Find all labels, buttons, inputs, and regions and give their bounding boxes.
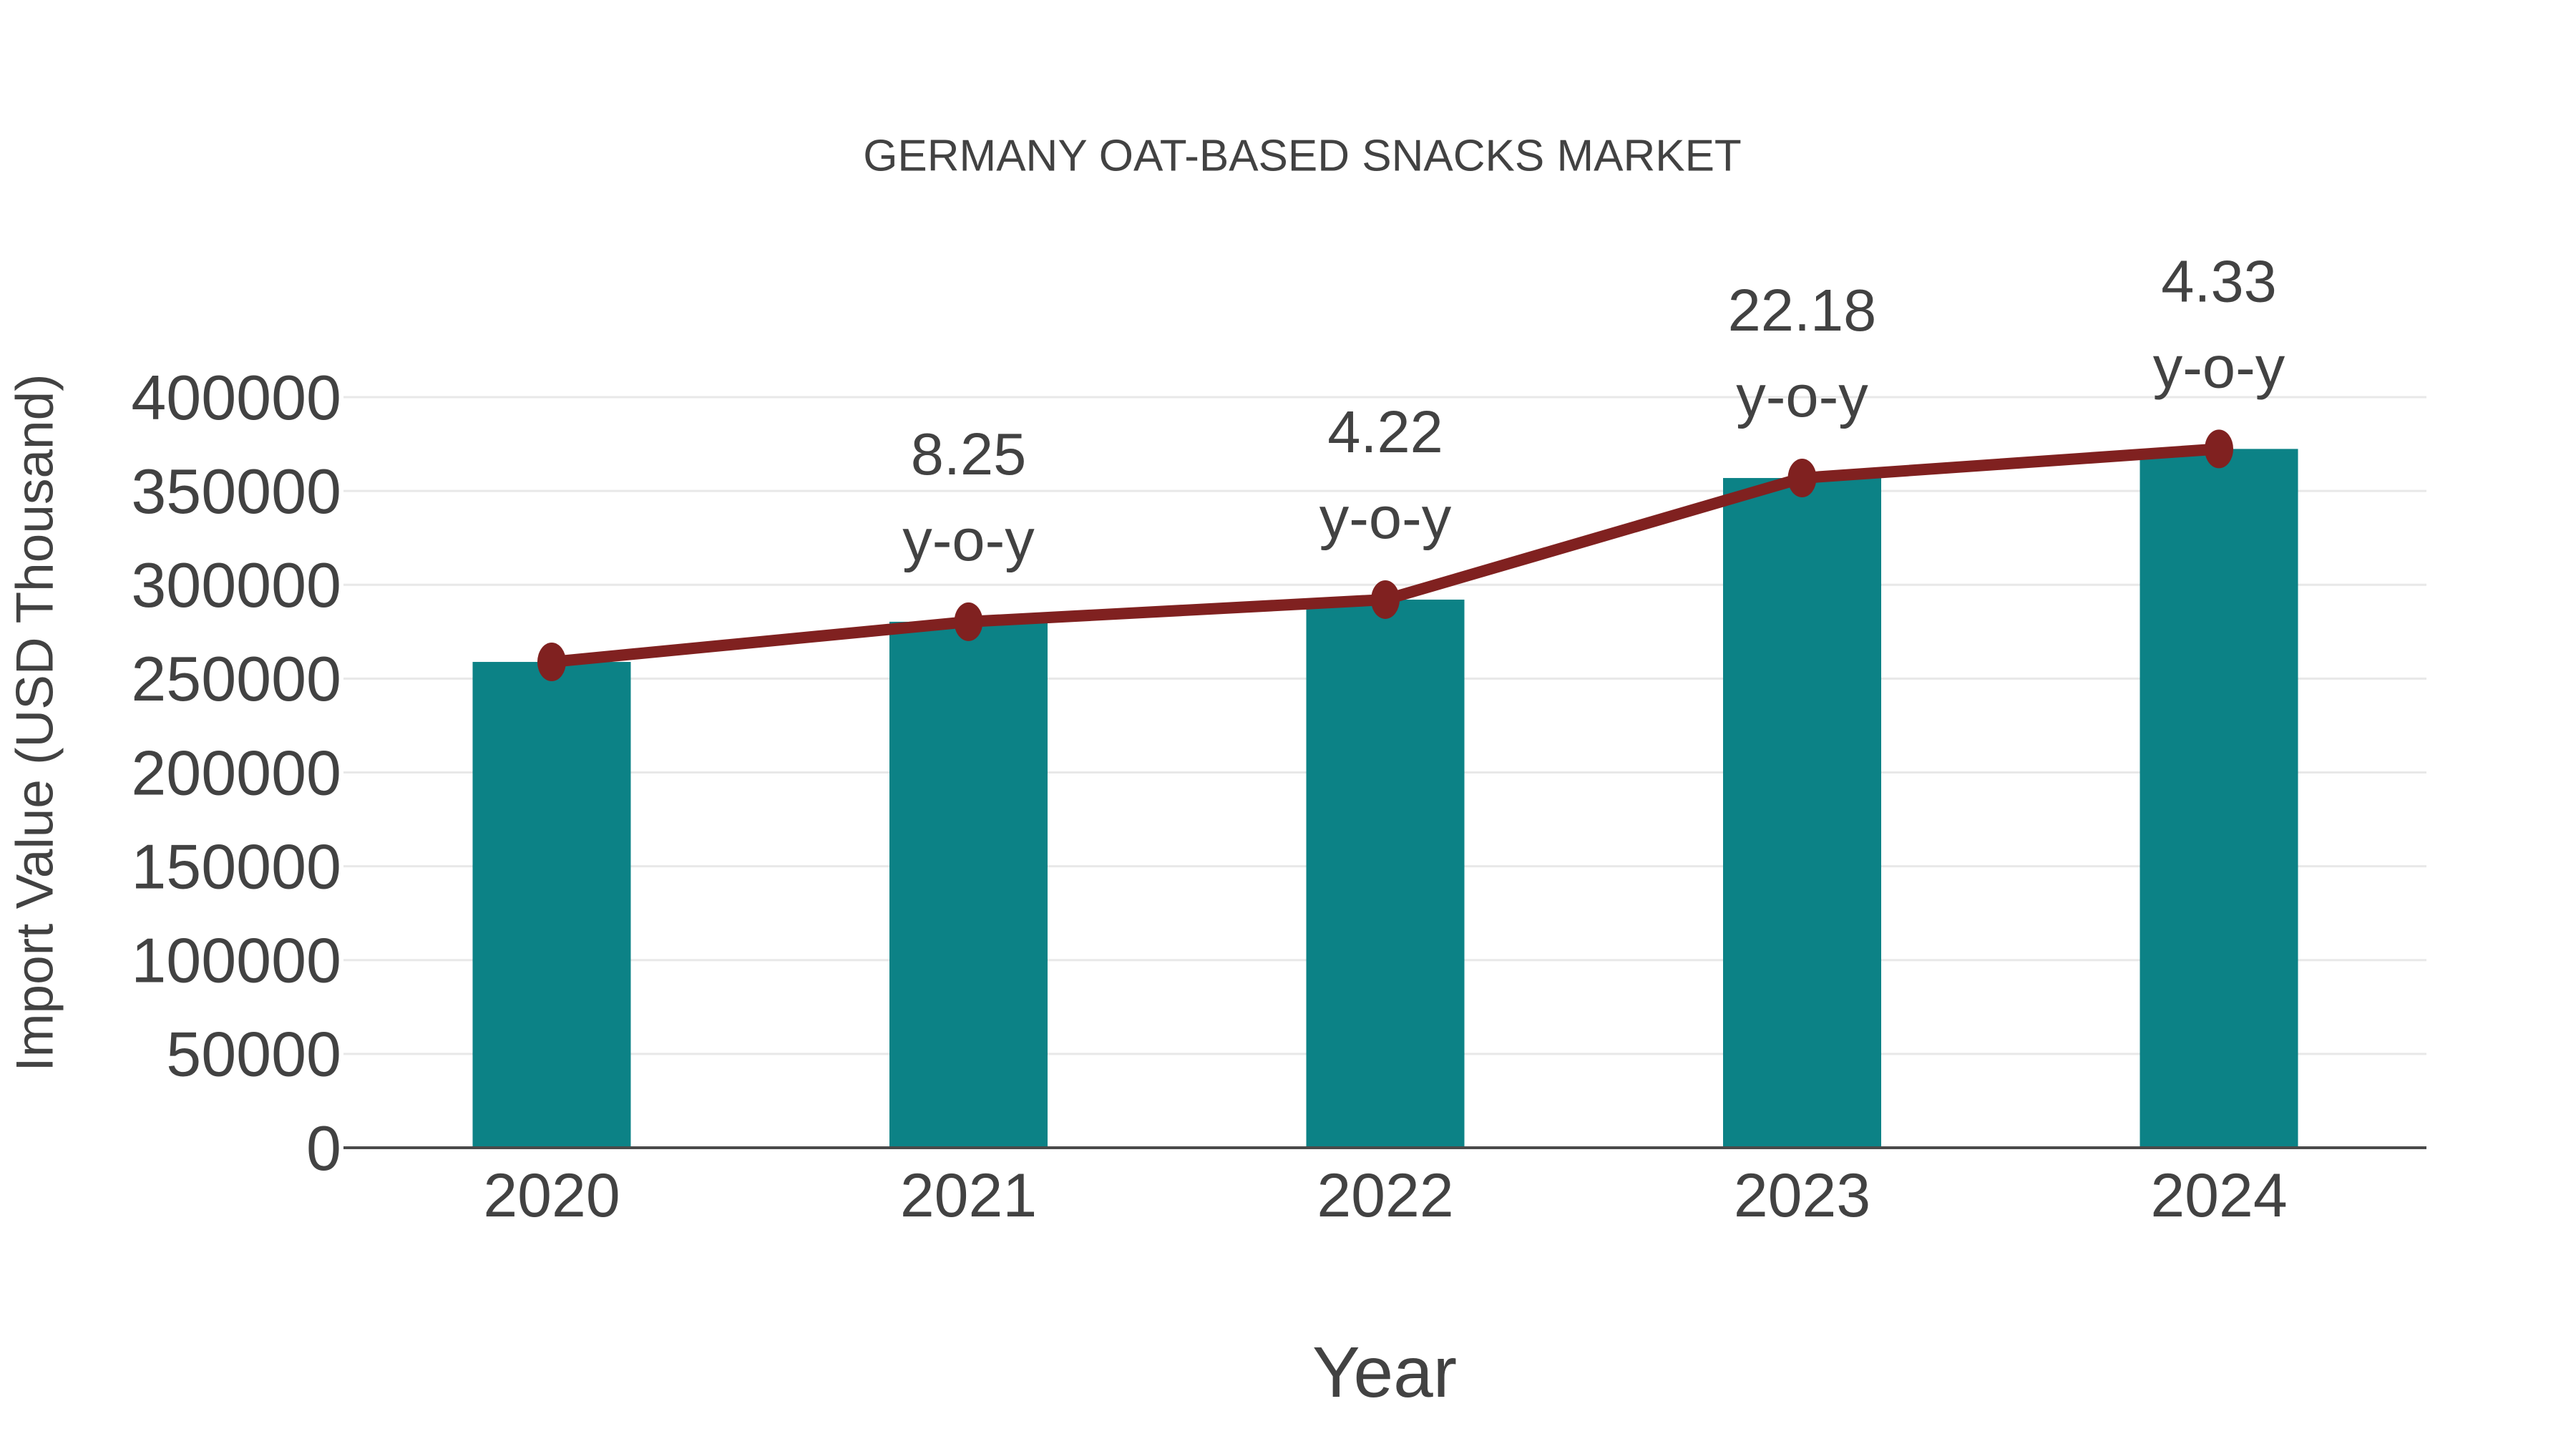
x-tick-label: 2024 [2150,1161,2287,1230]
annotation-suffix: y-o-y [1319,484,1452,551]
line-marker [954,602,983,641]
annotations: 8.25 y-o-y 4.22 y-o-y 22.18 y-o-y 4.33 y-o-y [902,248,2285,573]
y-axis-title: Import Value (USD Thousand) [6,374,64,1071]
annotation-value: 4.22 [1327,399,1443,465]
bar-series [472,449,2298,1148]
chart-title: GERMANY OAT-BASED SNACKS MARKET [863,132,1742,181]
y-tick-label: 250000 [131,643,341,714]
x-tick-label: 2021 [900,1161,1037,1230]
y-tick-label: 0 [306,1113,341,1184]
x-tick-label: 2023 [1734,1161,1870,1230]
y-tick-label: 400000 [131,362,341,433]
annotation-suffix: y-o-y [2153,333,2285,400]
tick-labels: 0 50000 100000 150000 200000 250000 300000 3500… [131,362,2287,1230]
line-marker [1787,459,1817,498]
bar [472,662,631,1148]
bar [889,621,1048,1148]
x-tick-label: 2022 [1317,1161,1453,1230]
y-tick-label: 300000 [131,550,341,620]
y-tick-label: 200000 [131,737,341,808]
bar [1306,599,1465,1148]
line-marker [1371,580,1400,619]
y-tick-label: 100000 [131,925,341,996]
bar [2140,449,2298,1148]
annotation-value: 22.18 [1728,277,1877,343]
annotation-suffix: y-o-y [902,507,1035,573]
annotation-value: 4.33 [2161,248,2277,314]
y-tick-label: 50000 [166,1019,341,1090]
y-tick-label: 350000 [131,456,341,527]
annotation-value: 8.25 [911,421,1027,487]
line-marker [2205,429,2233,469]
bar [1723,478,1881,1148]
line-series [537,429,2233,682]
line-marker [537,643,566,682]
x-axis-title: Year [1312,1332,1457,1413]
x-tick-label: 2020 [483,1161,620,1230]
y-tick-label: 150000 [131,831,341,902]
annotation-suffix: y-o-y [1736,363,1868,429]
